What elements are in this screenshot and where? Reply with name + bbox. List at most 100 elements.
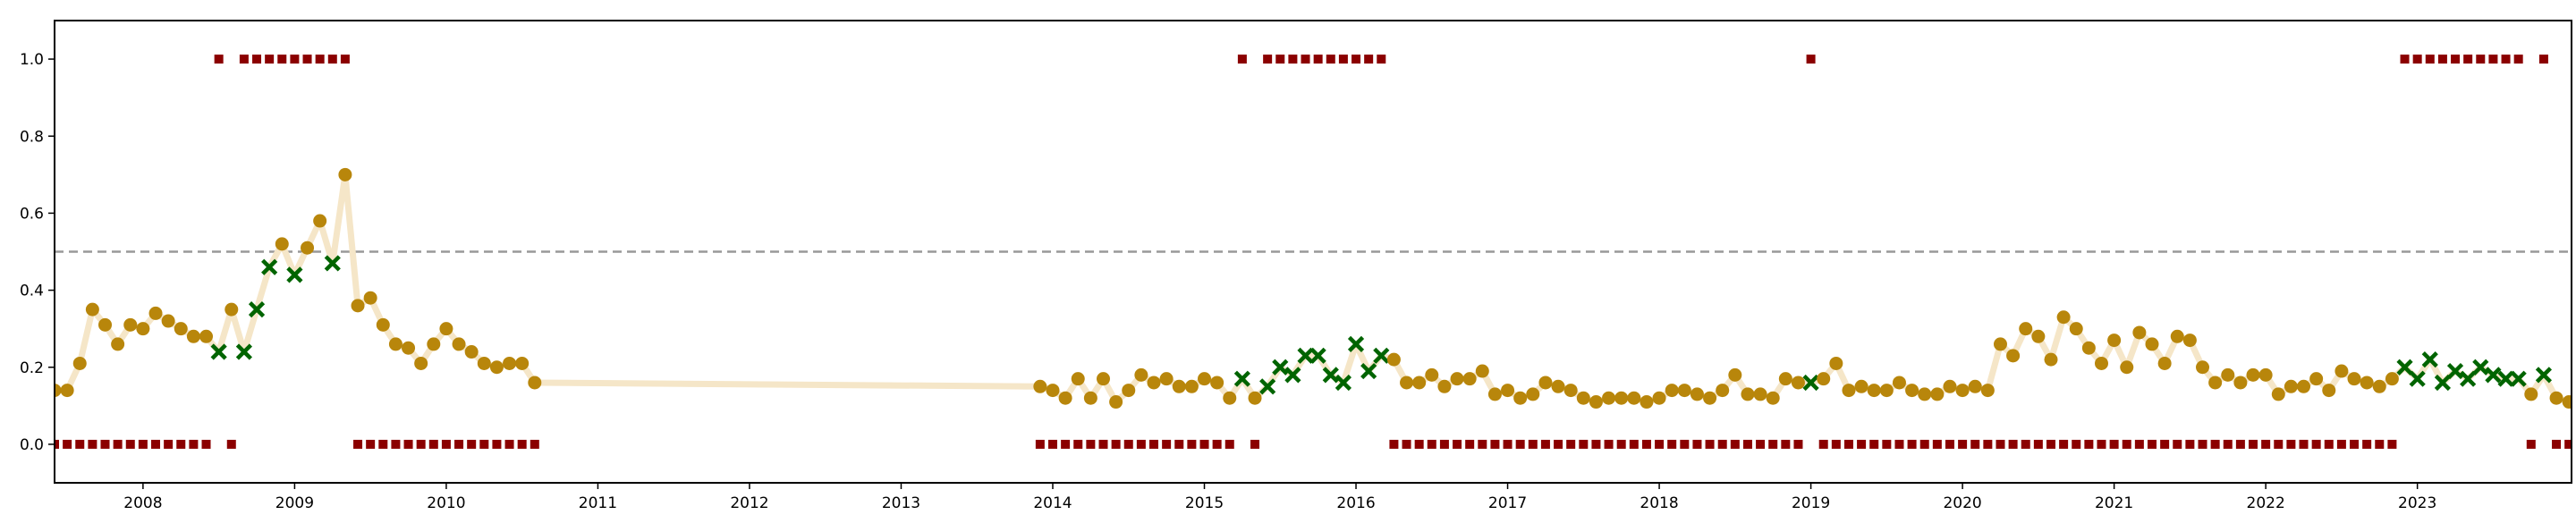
score-point	[2094, 356, 2108, 370]
flag-marker	[1174, 439, 1184, 449]
flag-marker	[2008, 439, 2018, 449]
x-tick-label: 2013	[882, 494, 920, 512]
flag-marker	[1831, 439, 1841, 449]
score-point	[376, 317, 390, 332]
anomaly-point-stroke	[2409, 370, 2426, 387]
score-point	[1425, 367, 1439, 382]
score-point	[1475, 364, 1489, 378]
score-point	[275, 237, 289, 251]
score-point	[1487, 387, 1502, 401]
flag-marker	[1187, 439, 1197, 449]
score-point	[2549, 391, 2563, 405]
flag-marker	[2148, 439, 2157, 449]
flag-marker	[1263, 55, 1273, 64]
score-point	[186, 329, 200, 343]
x-tick-label: 2014	[1033, 494, 1072, 512]
anomaly-point-stroke	[1802, 374, 1819, 392]
score-point	[464, 345, 479, 359]
anomaly-point	[210, 343, 227, 360]
flag-marker	[1338, 55, 1348, 64]
score-point	[2031, 329, 2046, 343]
score-point	[1501, 384, 1515, 398]
score-point	[1602, 391, 1616, 405]
anomaly-point	[248, 301, 266, 318]
score-point	[2271, 387, 2285, 401]
flag-marker	[1364, 55, 1374, 64]
flag-marker	[530, 439, 539, 449]
flag-marker	[1970, 439, 1980, 449]
score-point	[123, 317, 138, 332]
score-point	[1538, 376, 1553, 390]
flag-marker	[366, 439, 376, 449]
score-point	[1918, 387, 1932, 401]
score-point	[1386, 352, 1401, 367]
anomaly-point-stroke	[2485, 367, 2502, 384]
flag-marker	[2311, 439, 2321, 449]
flag-marker	[2538, 55, 2548, 64]
score-point	[2221, 367, 2235, 382]
score-point	[2284, 379, 2298, 393]
score-point	[1058, 391, 1072, 405]
score-point	[2120, 360, 2134, 375]
flag-marker	[113, 439, 123, 449]
anomaly-point	[2409, 370, 2426, 387]
flag-marker	[2046, 439, 2055, 449]
score-point	[1184, 379, 1199, 393]
y-tick-label: 0.6	[20, 205, 44, 223]
flag-marker	[1540, 439, 1550, 449]
score-point	[1930, 387, 1945, 401]
score-point	[1046, 384, 1060, 398]
score-point	[414, 356, 428, 370]
flag-marker	[1199, 439, 1209, 449]
score-point	[1198, 372, 1212, 386]
score-point	[1993, 337, 2007, 351]
flag-marker	[1843, 439, 1853, 449]
flag-marker	[1919, 439, 1929, 449]
anomaly-point-stroke	[2497, 370, 2514, 387]
flag-marker	[1313, 55, 1323, 64]
flag-marker	[2122, 439, 2131, 449]
y-tick-label: 0.2	[20, 359, 44, 377]
flag-marker	[315, 55, 325, 64]
score-point	[1640, 395, 1654, 409]
flag-marker	[479, 439, 489, 449]
flag-marker	[1958, 439, 1968, 449]
anomaly-point	[1347, 335, 1365, 352]
score-point	[338, 167, 352, 182]
score-point	[111, 337, 125, 351]
flag-marker	[2173, 439, 2182, 449]
score-point	[1033, 379, 1047, 393]
flag-marker	[2274, 439, 2284, 449]
score-point	[363, 291, 377, 305]
flag-marker	[1692, 439, 1702, 449]
flag-marker	[2375, 439, 2385, 449]
flag-marker	[2476, 55, 2486, 64]
anomaly-point-stroke	[1259, 378, 1276, 395]
score-point	[2019, 322, 2033, 336]
flag-marker	[2160, 439, 2170, 449]
flag-marker	[2387, 439, 2397, 449]
flag-marker	[2223, 439, 2233, 449]
flag-marker	[2097, 439, 2106, 449]
flag-marker	[1326, 55, 1335, 64]
score-point	[2562, 395, 2572, 409]
flag-marker	[1212, 439, 1222, 449]
anomaly-point	[1373, 347, 1390, 364]
flag-marker	[125, 439, 135, 449]
flag-marker	[2412, 55, 2422, 64]
score-point	[2107, 333, 2122, 348]
flag-marker	[504, 439, 514, 449]
score-point	[2246, 367, 2260, 382]
anomaly-point	[1259, 378, 1276, 395]
flag-marker	[2400, 55, 2410, 64]
flag-marker	[1352, 55, 1361, 64]
flag-marker	[214, 55, 224, 64]
flag-marker	[1427, 439, 1436, 449]
anomaly-point	[2421, 351, 2438, 368]
flag-marker	[1490, 439, 1500, 449]
score-point	[1854, 379, 1868, 393]
anomaly-point-stroke	[235, 343, 252, 360]
flag-marker	[100, 439, 110, 449]
score-point	[2157, 356, 2172, 370]
anomaly-point	[2472, 359, 2489, 376]
